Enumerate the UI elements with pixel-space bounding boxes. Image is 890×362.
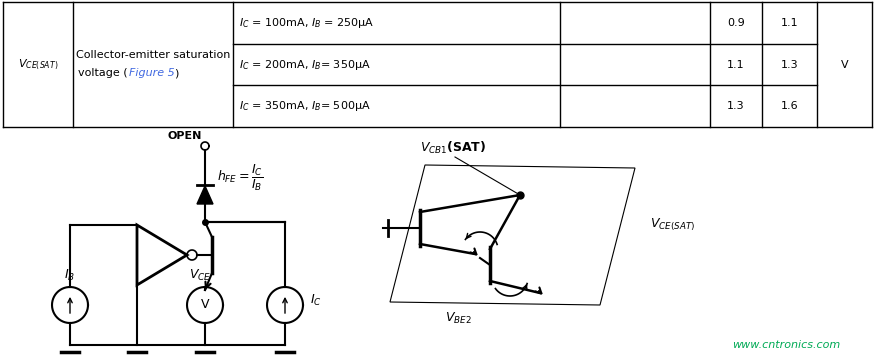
Text: www.cntronics.com: www.cntronics.com — [732, 340, 840, 350]
Text: V: V — [201, 299, 209, 311]
Text: 0.9: 0.9 — [727, 18, 745, 28]
Text: OPEN: OPEN — [167, 131, 202, 141]
Text: ): ) — [174, 68, 178, 79]
Text: $V_{CB1}$(SAT): $V_{CB1}$(SAT) — [420, 140, 486, 156]
Text: $I_C$ = 350mA, $I_B$= 500μA: $I_C$ = 350mA, $I_B$= 500μA — [239, 99, 371, 113]
Text: Figure 5: Figure 5 — [129, 68, 174, 79]
Text: Collector-emitter saturation: Collector-emitter saturation — [76, 51, 231, 60]
Text: $I_C$ = 100mA, $I_B$ = 250μA: $I_C$ = 100mA, $I_B$ = 250μA — [239, 16, 375, 30]
Text: $V_{BE2}$: $V_{BE2}$ — [445, 311, 472, 325]
Text: $I_B$: $I_B$ — [64, 268, 76, 283]
Polygon shape — [52, 287, 88, 323]
Text: $V_{CE(SAT)}$: $V_{CE(SAT)}$ — [650, 217, 695, 233]
Polygon shape — [197, 186, 213, 204]
Text: $h_{FE} = \dfrac{I_C}{I_B}$: $h_{FE} = \dfrac{I_C}{I_B}$ — [217, 163, 263, 193]
Text: V: V — [841, 59, 848, 70]
Text: 1.3: 1.3 — [727, 101, 745, 111]
Text: 1.6: 1.6 — [781, 101, 798, 111]
Text: $V_{CE}$: $V_{CE}$ — [189, 268, 211, 283]
Text: $V_{CE(SAT)}$: $V_{CE(SAT)}$ — [18, 57, 58, 72]
Text: voltage (: voltage ( — [78, 68, 127, 79]
Text: $I_C$: $I_C$ — [310, 292, 322, 308]
Polygon shape — [267, 287, 303, 323]
Text: 1.1: 1.1 — [727, 59, 745, 70]
Polygon shape — [187, 287, 223, 323]
Text: 1.1: 1.1 — [781, 18, 798, 28]
Text: 1.3: 1.3 — [781, 59, 798, 70]
Text: $I_C$ = 200mA, $I_B$= 350μA: $I_C$ = 200mA, $I_B$= 350μA — [239, 58, 371, 72]
